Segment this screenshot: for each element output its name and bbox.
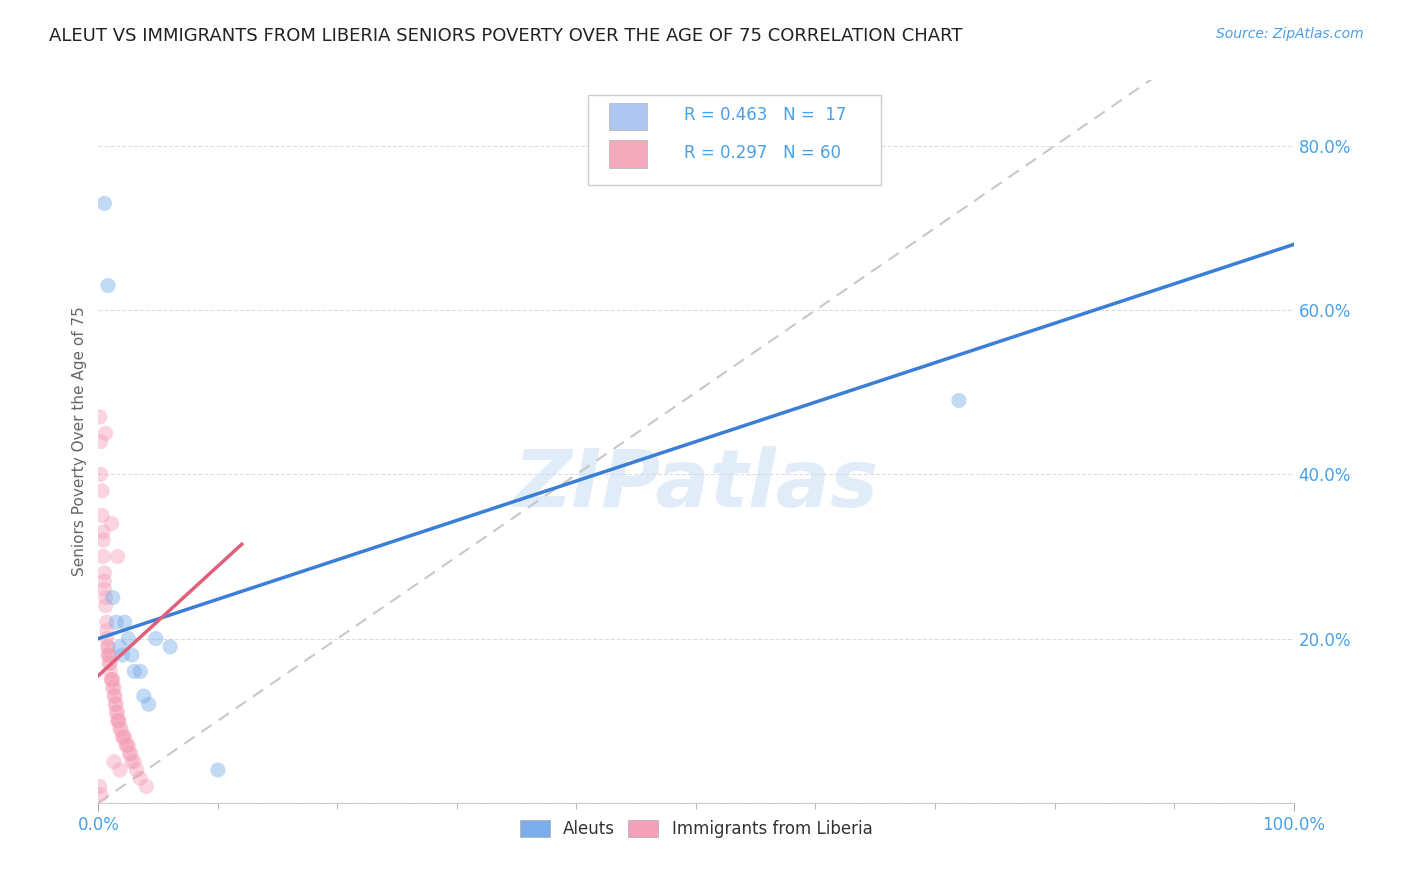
Point	[103, 681, 125, 695]
Point	[108, 722, 131, 736]
Point	[91, 549, 114, 564]
Point	[121, 648, 143, 662]
Point	[120, 747, 142, 761]
Point	[108, 763, 131, 777]
Point	[135, 780, 157, 794]
Point	[115, 739, 138, 753]
Point	[94, 591, 117, 605]
Point	[90, 467, 112, 482]
Text: ALEUT VS IMMIGRANTS FROM LIBERIA SENIORS POVERTY OVER THE AGE OF 75 CORRELATION : ALEUT VS IMMIGRANTS FROM LIBERIA SENIORS…	[49, 27, 963, 45]
Point	[90, 434, 112, 449]
Point	[118, 747, 141, 761]
Point	[138, 698, 160, 712]
Point	[114, 730, 136, 744]
Point	[105, 615, 128, 630]
Point	[107, 706, 129, 720]
Point	[145, 632, 167, 646]
Point	[100, 516, 122, 531]
Point	[98, 657, 121, 671]
Point	[93, 196, 115, 211]
Point	[98, 648, 121, 662]
Point	[121, 755, 143, 769]
Point	[948, 393, 970, 408]
Point	[105, 706, 128, 720]
Point	[129, 771, 152, 785]
Point	[91, 524, 114, 539]
Point	[97, 278, 120, 293]
Point	[124, 665, 146, 679]
Legend: Aleuts, Immigrants from Liberia: Aleuts, Immigrants from Liberia	[513, 814, 879, 845]
Point	[129, 665, 152, 679]
Text: Source: ZipAtlas.com: Source: ZipAtlas.com	[1216, 27, 1364, 41]
Point	[115, 739, 138, 753]
Point	[104, 698, 127, 712]
Point	[97, 640, 120, 654]
Point	[94, 599, 117, 613]
Point	[91, 533, 114, 547]
Point	[103, 755, 125, 769]
Point	[97, 640, 120, 654]
Point	[94, 426, 117, 441]
Point	[111, 730, 134, 744]
Point	[98, 648, 121, 662]
Point	[93, 574, 115, 588]
Point	[159, 640, 181, 654]
Point	[108, 640, 131, 654]
Bar	[609, 103, 647, 130]
Point	[124, 755, 146, 769]
Point	[89, 780, 111, 794]
Point	[107, 714, 129, 728]
Point	[100, 673, 122, 687]
Point	[117, 632, 139, 646]
Point	[117, 739, 139, 753]
Point	[91, 483, 114, 498]
Y-axis label: Seniors Poverty Over the Age of 75: Seniors Poverty Over the Age of 75	[72, 307, 87, 576]
Point	[105, 698, 128, 712]
Point	[101, 591, 124, 605]
Text: ZIPatlas: ZIPatlas	[513, 446, 879, 524]
Point	[91, 508, 114, 523]
Text: R = 0.297   N = 60: R = 0.297 N = 60	[685, 144, 841, 161]
FancyBboxPatch shape	[589, 95, 882, 185]
Point	[90, 788, 112, 802]
Point	[98, 657, 122, 671]
Point	[114, 615, 136, 630]
Point	[101, 681, 124, 695]
Point	[111, 648, 134, 662]
Point	[89, 409, 111, 424]
Point	[104, 689, 127, 703]
Point	[103, 689, 125, 703]
Point	[107, 714, 129, 728]
Point	[96, 624, 118, 638]
Point	[132, 689, 155, 703]
Point	[100, 673, 122, 687]
Point	[110, 722, 132, 736]
Point	[93, 566, 115, 580]
Point	[107, 714, 129, 728]
Point	[96, 615, 118, 630]
Point	[101, 673, 124, 687]
Text: R = 0.463   N =  17: R = 0.463 N = 17	[685, 106, 846, 124]
Point	[93, 582, 115, 597]
Point	[207, 763, 229, 777]
Point	[96, 632, 118, 646]
Point	[107, 549, 129, 564]
Bar	[609, 140, 647, 168]
Point	[112, 730, 135, 744]
Point	[125, 763, 148, 777]
Point	[97, 648, 120, 662]
Point	[98, 665, 122, 679]
